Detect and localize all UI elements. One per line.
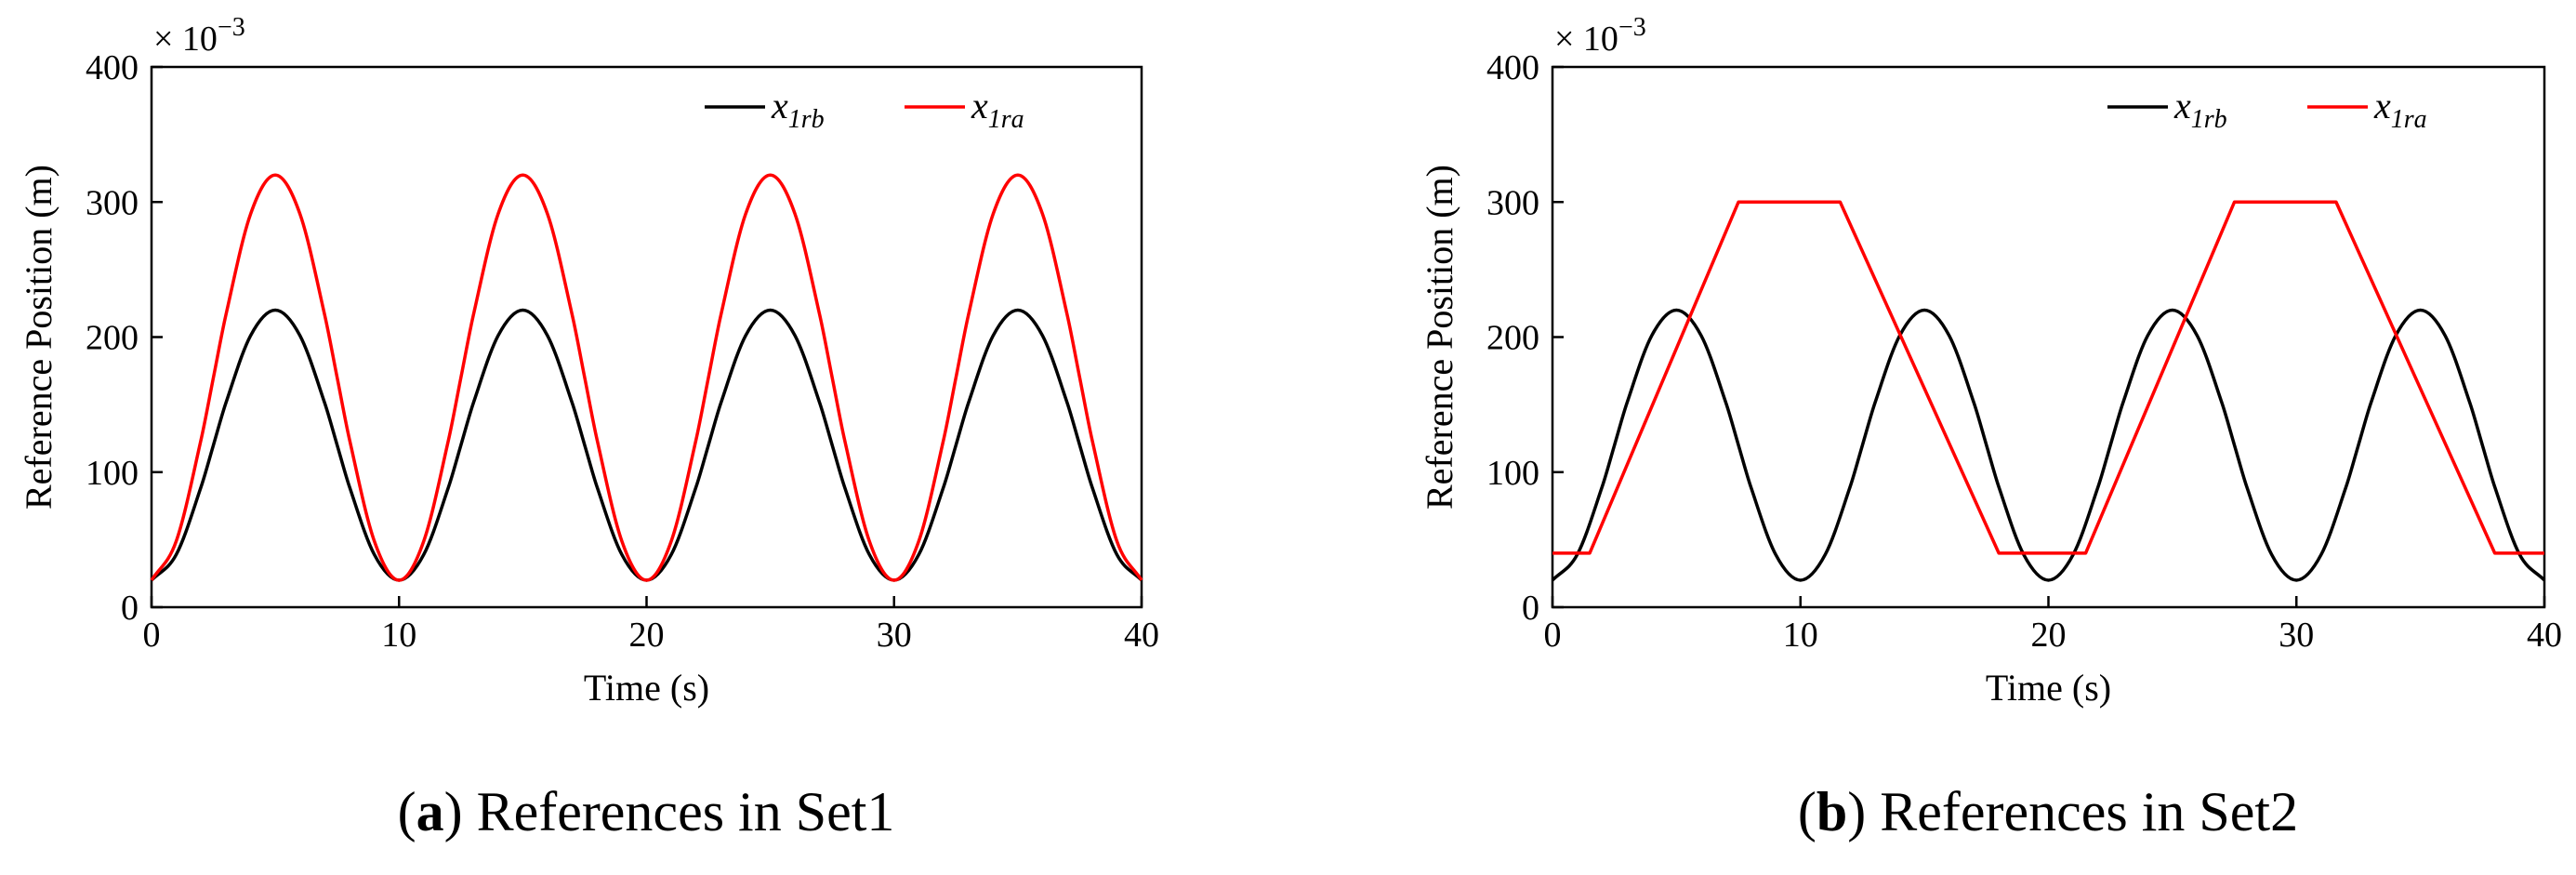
y-tick-label: 100 (86, 454, 139, 493)
y-tick-label: 300 (86, 183, 139, 222)
x-tick-label: 20 (2031, 616, 2067, 655)
legend-label-sub: 1rb (788, 105, 825, 134)
y-tick-label: 200 (86, 319, 139, 358)
scale-exponent: −3 (1618, 13, 1646, 42)
x-tick-label: 40 (1124, 616, 1159, 655)
axis-scale-factor: × 10−3 (153, 13, 245, 59)
series-line-x1ra (150, 173, 1143, 582)
x-tick-label: 30 (2279, 616, 2314, 655)
legend-label-main: x (771, 85, 788, 126)
caption-open-paren: ( (1798, 781, 1816, 842)
x-tick-label: 20 (629, 616, 665, 655)
series-line-x1rb (1551, 308, 2546, 582)
y-axis-label: Reference Position (m) (1419, 165, 1460, 510)
x-tick-label: 0 (1544, 616, 1562, 655)
figure-caption: (a) References in Set1 (398, 781, 895, 842)
y-tick-label: 400 (86, 48, 139, 87)
caption-text: References in Set1 (477, 781, 895, 842)
x-tick-label: 40 (2527, 616, 2562, 655)
y-tick-label: 400 (1486, 48, 1539, 87)
y-tick-label: 0 (1522, 589, 1539, 628)
legend-label-main: x (2173, 85, 2191, 126)
caption-letter: b (1816, 781, 1847, 842)
legend-label-x1ra: x1ra (971, 85, 1024, 134)
legend-label-sub: 1ra (988, 105, 1024, 134)
caption-letter: a (416, 781, 444, 842)
caption-open-paren: ( (398, 781, 416, 842)
x-tick-label: 0 (143, 616, 161, 655)
y-tick-label: 0 (121, 589, 139, 628)
y-tick-label: 300 (1486, 183, 1539, 222)
legend-label-sub: 1ra (2391, 105, 2427, 134)
legend-label-x1rb: x1rb (2173, 85, 2227, 134)
figure-caption: (b) References in Set2 (1798, 781, 2298, 842)
series-line-x1rb (150, 308, 1143, 582)
x-tick-label: 10 (1783, 616, 1818, 655)
x-tick-label: 10 (381, 616, 416, 655)
legend-label-main: x (2373, 85, 2391, 126)
scale-base: × 10 (153, 20, 218, 59)
caption-close-paren: ) (1847, 781, 1880, 842)
axis-scale-factor: × 10−3 (1554, 13, 1646, 59)
y-tick-label: 100 (1486, 454, 1539, 493)
series-line-x1ra (1552, 200, 2544, 555)
x-tick-label: 30 (877, 616, 912, 655)
caption-close-paren: ) (444, 781, 477, 842)
caption-text: References in Set2 (1880, 781, 2298, 842)
y-tick-label: 200 (1486, 319, 1539, 358)
legend-label-main: x (971, 85, 988, 126)
scale-exponent: −3 (218, 13, 245, 42)
legend-label-sub: 1rb (2191, 105, 2227, 134)
scale-base: × 10 (1554, 20, 1618, 59)
x-axis-label: Time (s) (584, 667, 709, 709)
legend-label-x1ra: x1ra (2373, 85, 2427, 134)
x-axis-label: Time (s) (1986, 667, 2111, 709)
y-axis-label: Reference Position (m) (18, 165, 59, 510)
legend-label-x1rb: x1rb (771, 85, 825, 134)
